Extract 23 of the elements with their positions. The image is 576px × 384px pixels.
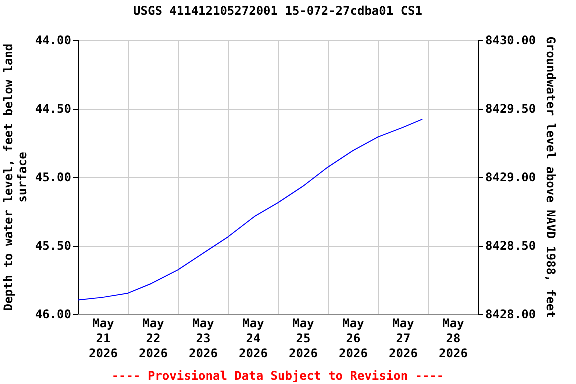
y2-axis-title: Groundwater level above NAVD 1988, feet bbox=[544, 36, 558, 318]
y-axis-title: Depth to water level, feet below land surface bbox=[1, 44, 30, 312]
line-series bbox=[78, 118, 424, 301]
y-tick-label: 45.00 bbox=[35, 170, 72, 184]
y-tick-label: 45.50 bbox=[35, 239, 72, 253]
y2-tick-label: 8429.50 bbox=[486, 102, 536, 116]
y2-tick-label: 8429.00 bbox=[486, 170, 536, 184]
y2-tick-label: 8428.00 bbox=[486, 308, 536, 322]
x-tick-label: May 26 2026 bbox=[339, 316, 368, 360]
chart-title: USGS 411412105272001 15-072-27cdba01 CS1 bbox=[134, 4, 422, 18]
y2-tick-label: 8430.00 bbox=[486, 34, 536, 48]
x-tick-label: May 21 2026 bbox=[89, 316, 118, 360]
x-tick-label: May 27 2026 bbox=[389, 316, 418, 360]
y-tick-label: 44.00 bbox=[35, 34, 72, 48]
x-tick-label: May 24 2026 bbox=[239, 316, 268, 360]
x-tick-label: May 23 2026 bbox=[189, 316, 218, 360]
x-tick-label: May 25 2026 bbox=[289, 316, 318, 360]
y-tick-label: 44.50 bbox=[35, 102, 72, 116]
x-tick-label: May 28 2026 bbox=[439, 316, 468, 360]
y-tick-label: 46.00 bbox=[35, 308, 72, 322]
x-tick-label: May 22 2026 bbox=[139, 316, 168, 360]
y2-tick-label: 8428.50 bbox=[486, 239, 536, 253]
text: ---- Provisional Data Subject to Revision ---- bbox=[112, 369, 444, 383]
